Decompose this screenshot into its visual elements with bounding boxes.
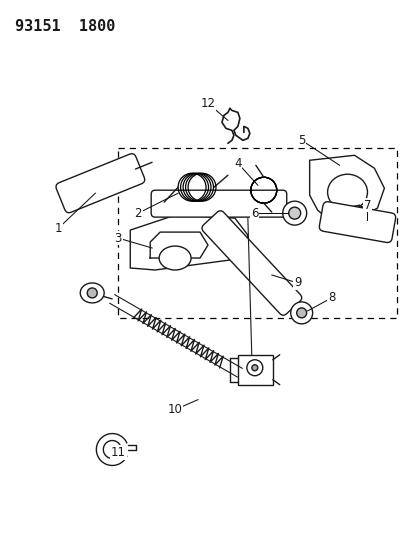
Ellipse shape	[282, 201, 306, 225]
Text: 10: 10	[167, 403, 182, 416]
Ellipse shape	[80, 283, 104, 303]
FancyBboxPatch shape	[318, 201, 395, 243]
FancyBboxPatch shape	[151, 190, 286, 217]
Ellipse shape	[290, 302, 312, 324]
Ellipse shape	[251, 365, 257, 371]
Text: 4: 4	[234, 157, 241, 170]
Ellipse shape	[246, 360, 262, 376]
Text: 6: 6	[250, 207, 258, 220]
Text: 1: 1	[55, 222, 62, 235]
Text: 11: 11	[111, 446, 126, 459]
Ellipse shape	[327, 174, 367, 210]
Text: 5: 5	[297, 134, 305, 147]
Bar	[237, 355, 272, 385]
Ellipse shape	[296, 308, 306, 318]
Text: 93151  1800: 93151 1800	[14, 19, 115, 34]
Text: 9: 9	[293, 277, 301, 289]
Bar	[118, 148, 396, 318]
Text: 8: 8	[327, 292, 335, 304]
Ellipse shape	[87, 288, 97, 298]
Text: 3: 3	[114, 231, 122, 245]
Polygon shape	[309, 155, 384, 222]
FancyBboxPatch shape	[202, 211, 301, 315]
Ellipse shape	[288, 207, 300, 219]
Text: 12: 12	[200, 97, 215, 110]
Text: 7: 7	[363, 199, 370, 212]
FancyBboxPatch shape	[56, 154, 145, 213]
Text: 2: 2	[134, 207, 142, 220]
Polygon shape	[130, 215, 247, 270]
Ellipse shape	[159, 246, 190, 270]
